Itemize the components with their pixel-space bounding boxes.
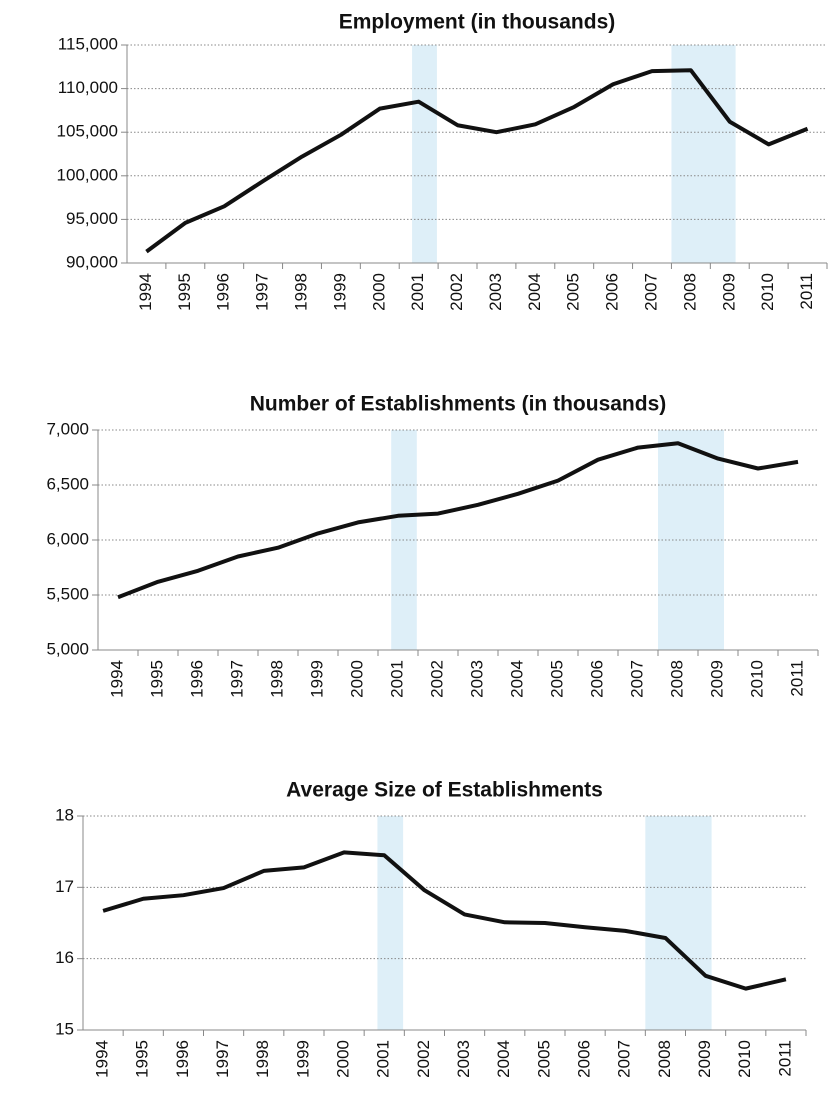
x-tick-label: 1998 bbox=[291, 273, 310, 311]
x-tick-label: 1999 bbox=[330, 273, 349, 311]
x-tick-label: 2004 bbox=[494, 1040, 513, 1078]
shaded-period bbox=[645, 816, 712, 1030]
x-tick-label: 2000 bbox=[369, 273, 388, 311]
x-tick-label: 2000 bbox=[347, 660, 366, 698]
x-tick-label: 2010 bbox=[735, 1040, 754, 1078]
y-tick-label: 110,000 bbox=[58, 78, 118, 97]
x-tick-label: 1995 bbox=[133, 1040, 152, 1078]
x-tick-label: 2001 bbox=[374, 1040, 393, 1078]
x-tick-label: 2007 bbox=[627, 660, 646, 698]
chart-title: Employment (in thousands) bbox=[339, 11, 616, 34]
y-tick-label: 100,000 bbox=[57, 165, 118, 184]
x-tick-label: 2010 bbox=[758, 273, 777, 311]
x-tick-label: 2007 bbox=[641, 273, 660, 311]
x-tick-label: 2004 bbox=[525, 273, 544, 311]
x-tick-label: 2006 bbox=[603, 273, 622, 311]
x-tick-label: 2002 bbox=[427, 660, 446, 698]
x-tick-label: 1999 bbox=[293, 1040, 312, 1078]
y-tick-label: 6,500 bbox=[46, 474, 89, 493]
x-tick-label: 2003 bbox=[486, 273, 505, 311]
x-tick-label: 2010 bbox=[747, 660, 766, 698]
x-tick-label: 2002 bbox=[414, 1040, 433, 1078]
y-tick-label: 17 bbox=[55, 877, 74, 896]
chart-title: Average Size of Establishments bbox=[286, 779, 603, 802]
x-tick-label: 2004 bbox=[507, 660, 526, 698]
chart-title: Number of Establishments (in thousands) bbox=[250, 393, 667, 416]
x-tick-label: 1998 bbox=[267, 660, 286, 698]
data-line bbox=[102, 850, 787, 991]
x-tick-label: 2006 bbox=[575, 1040, 594, 1078]
x-tick-label: 2008 bbox=[667, 660, 686, 698]
y-tick-label: 95,000 bbox=[66, 209, 118, 228]
x-tick-label: 2008 bbox=[655, 1040, 674, 1078]
x-tick-label: 2009 bbox=[695, 1040, 714, 1078]
x-tick-label: 1999 bbox=[307, 660, 326, 698]
x-tick-label: 2009 bbox=[719, 273, 738, 311]
data-line bbox=[145, 68, 809, 254]
y-tick-label: 6,000 bbox=[46, 529, 89, 548]
x-tick-label: 2006 bbox=[587, 660, 606, 698]
x-tick-label: 1995 bbox=[175, 273, 194, 311]
x-tick-label: 2001 bbox=[387, 660, 406, 698]
x-tick-label: 1996 bbox=[214, 273, 233, 311]
x-tick-label: 1997 bbox=[227, 660, 246, 698]
y-tick-label: 16 bbox=[55, 948, 74, 967]
x-tick-label: 1997 bbox=[213, 1040, 232, 1078]
x-tick-label: 2005 bbox=[534, 1040, 553, 1078]
x-tick-label: 2003 bbox=[454, 1040, 473, 1078]
x-tick-label: 1994 bbox=[136, 273, 155, 311]
data-line bbox=[117, 441, 799, 600]
x-tick-label: 2000 bbox=[334, 1040, 353, 1078]
x-tick-label: 1996 bbox=[173, 1040, 192, 1078]
x-tick-label: 2002 bbox=[447, 273, 466, 311]
x-tick-label: 1994 bbox=[93, 1040, 112, 1078]
y-tick-label: 15 bbox=[55, 1019, 74, 1038]
shaded-period bbox=[377, 816, 404, 1030]
x-tick-label: 2011 bbox=[775, 1040, 794, 1077]
x-tick-label: 1994 bbox=[107, 660, 126, 698]
y-tick-label: 5,500 bbox=[46, 584, 89, 603]
shaded-period bbox=[671, 45, 736, 263]
x-tick-label: 2011 bbox=[797, 273, 816, 310]
y-tick-label: 18 bbox=[55, 805, 74, 824]
x-tick-label: 1995 bbox=[147, 660, 166, 698]
x-tick-label: 2005 bbox=[547, 660, 566, 698]
x-tick-label: 2003 bbox=[467, 660, 486, 698]
x-tick-label: 1998 bbox=[253, 1040, 272, 1078]
x-tick-label: 1997 bbox=[253, 273, 272, 311]
y-tick-label: 7,000 bbox=[46, 419, 89, 438]
y-tick-label: 90,000 bbox=[66, 252, 118, 271]
x-tick-label: 2009 bbox=[707, 660, 726, 698]
x-tick-label: 2005 bbox=[564, 273, 583, 311]
x-tick-label: 2007 bbox=[615, 1040, 634, 1078]
x-tick-label: 2008 bbox=[680, 273, 699, 311]
y-tick-label: 105,000 bbox=[57, 122, 118, 141]
x-tick-label: 2011 bbox=[787, 660, 806, 697]
x-tick-label: 1996 bbox=[187, 660, 206, 698]
y-tick-label: 5,000 bbox=[46, 639, 89, 658]
x-tick-label: 2001 bbox=[408, 273, 427, 311]
shaded-period bbox=[412, 45, 437, 263]
y-tick-label: 115,000 bbox=[58, 34, 118, 53]
